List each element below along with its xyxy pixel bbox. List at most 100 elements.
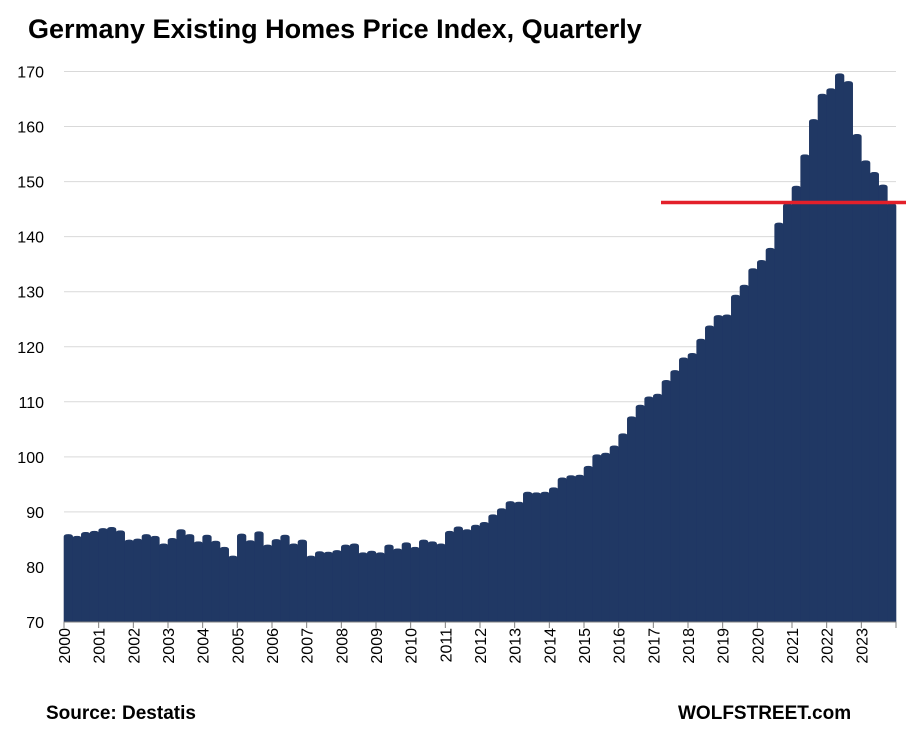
- bar: [133, 538, 143, 623]
- bar: [306, 555, 316, 623]
- x-tick-label: 2009: [369, 628, 386, 664]
- bar: [436, 543, 446, 623]
- bar: [237, 533, 247, 623]
- x-tick-label: 2020: [750, 628, 767, 664]
- bar: [757, 260, 767, 623]
- x-tick-label: 2021: [785, 628, 802, 664]
- y-tick-label: 170: [17, 65, 44, 82]
- bar: [219, 546, 229, 623]
- bar: [89, 530, 99, 623]
- x-tick-label: 2016: [612, 628, 629, 664]
- bar: [375, 552, 385, 623]
- y-tick-label: 160: [17, 120, 44, 137]
- bar: [817, 93, 827, 623]
- bar: [713, 315, 723, 623]
- x-tick-label: 2002: [126, 628, 143, 664]
- chart-title: Germany Existing Homes Price Index, Quar…: [28, 14, 642, 44]
- bar: [705, 325, 715, 623]
- x-tick-label: 2018: [681, 628, 698, 664]
- bar: [809, 119, 819, 623]
- bar: [202, 534, 212, 623]
- bar: [211, 540, 221, 623]
- y-tick-label: 140: [17, 230, 44, 247]
- bar: [471, 524, 481, 623]
- bar: [670, 370, 680, 623]
- y-tick-label: 120: [17, 340, 44, 357]
- bar: [488, 514, 498, 623]
- x-tick-label: 2014: [542, 628, 559, 664]
- bar: [419, 539, 429, 623]
- bar: [72, 535, 82, 623]
- bar: [401, 542, 411, 623]
- y-tick-label: 150: [17, 175, 44, 192]
- bar: [245, 540, 255, 623]
- x-tick-label: 2008: [334, 628, 351, 664]
- bar: [575, 474, 585, 623]
- bar: [349, 543, 359, 623]
- x-tick-label: 2004: [196, 628, 213, 664]
- bar: [453, 526, 463, 623]
- x-tick-label: 2015: [577, 628, 594, 664]
- bar: [843, 81, 853, 623]
- bar: [835, 73, 845, 623]
- bar: [367, 550, 377, 623]
- bar: [185, 534, 195, 623]
- y-tick-labels: 70 80 90 100 110 120 130 140 150 160 170: [17, 65, 44, 633]
- bar: [540, 491, 550, 623]
- bar: [150, 535, 160, 623]
- bar: [878, 184, 888, 623]
- x-tick-label: 2010: [404, 628, 421, 664]
- bar: [800, 154, 810, 623]
- bar: [289, 543, 299, 623]
- bar: [531, 492, 541, 623]
- bar: [107, 527, 117, 623]
- bar: [722, 314, 732, 623]
- bar: [479, 522, 489, 623]
- bar: [826, 88, 836, 623]
- x-tick-label: 2003: [161, 628, 178, 664]
- bar: [358, 552, 368, 623]
- bar: [427, 541, 437, 623]
- bar: [98, 528, 108, 623]
- x-tick-label: 2006: [265, 628, 282, 664]
- x-tick-label: 2007: [300, 628, 317, 664]
- x-tick-label: 2022: [820, 628, 837, 664]
- y-tick-label: 100: [17, 450, 44, 467]
- bar: [115, 530, 125, 623]
- x-tick-label: 2017: [646, 628, 663, 664]
- bar: [514, 501, 524, 623]
- bar: [618, 433, 628, 623]
- bar: [462, 529, 472, 623]
- bars: [63, 73, 897, 623]
- bar: [852, 133, 862, 623]
- bar: [141, 534, 151, 623]
- bar: [280, 534, 290, 623]
- bar: [748, 268, 758, 623]
- y-tick-label: 130: [17, 285, 44, 302]
- bar: [627, 416, 637, 623]
- x-tick-label: 2005: [230, 628, 247, 664]
- bar: [687, 353, 697, 623]
- bar: [159, 543, 169, 623]
- y-tick-label: 110: [18, 395, 44, 412]
- brand-logo-text: WOLFSTREET.com: [678, 703, 852, 724]
- source-note: Source: Destatis: [46, 703, 196, 724]
- x-tick-label: 2001: [92, 628, 109, 664]
- bar: [124, 539, 134, 623]
- x-tick-label: 2023: [854, 628, 871, 664]
- bar: [592, 454, 602, 623]
- bar: [193, 541, 203, 623]
- bar: [297, 539, 307, 623]
- bar: [549, 487, 559, 623]
- bar: [644, 396, 654, 623]
- bar: [228, 555, 238, 623]
- bar: [566, 475, 576, 623]
- bar: [505, 501, 515, 623]
- x-tick-label: 2012: [473, 628, 490, 664]
- bar: [653, 393, 663, 623]
- bar: [271, 539, 281, 623]
- bar: [679, 357, 689, 623]
- bar: [393, 548, 403, 623]
- bar: [765, 247, 775, 623]
